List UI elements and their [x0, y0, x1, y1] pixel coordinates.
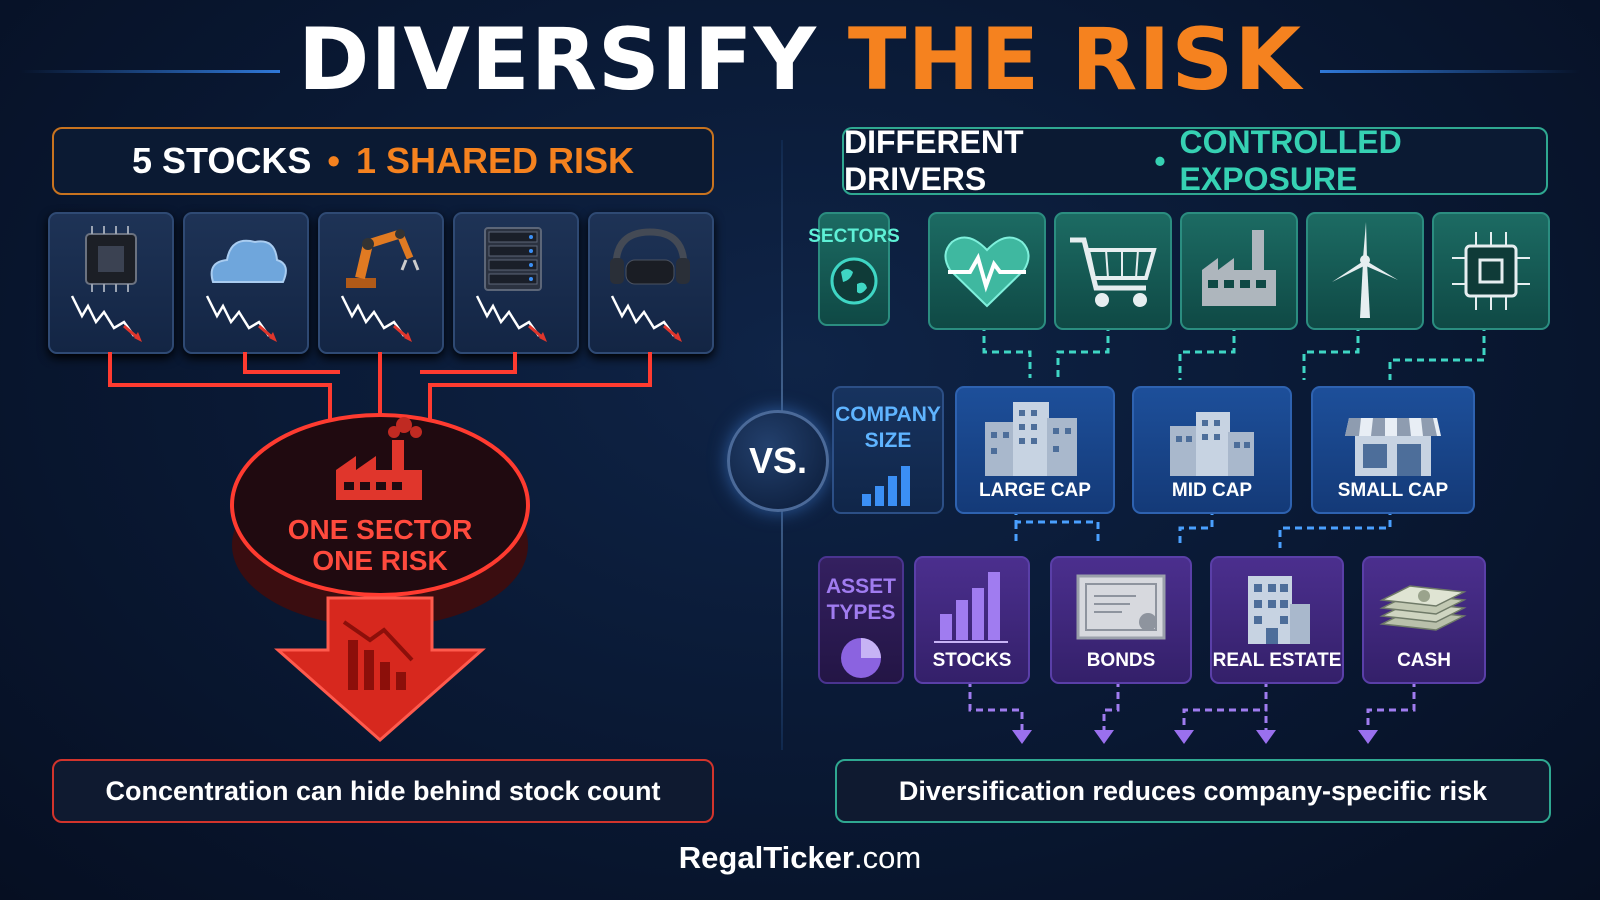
circuit-chip-icon: [1452, 232, 1530, 310]
title-part-2: THE RISK: [847, 10, 1302, 110]
heart-pulse-icon: [944, 236, 1030, 308]
large-buildings-icon: [985, 402, 1077, 476]
vs-text: VS.: [748, 440, 808, 481]
sector-card-3: [1180, 212, 1298, 330]
shopping-cart-icon: [1070, 237, 1157, 307]
right-footer: Diversification reduces company-specific…: [835, 759, 1551, 823]
sector-card-2: [1054, 212, 1172, 330]
company-size-label-line-1: COMPANY: [835, 403, 941, 426]
bar-growth-icon: [862, 466, 910, 506]
brand-name: RegalTicker: [678, 840, 854, 875]
risk-convergence-graphic: [108, 352, 652, 743]
asset-card-1: STOCKS: [914, 556, 1030, 684]
mid-buildings-icon: [1170, 412, 1254, 476]
left-footer-text: Concentration can hide behind stock coun…: [105, 775, 661, 806]
vs-badge: VS.: [727, 410, 829, 512]
sectors-category-card: SECTORS: [808, 212, 900, 326]
company-size-card-1: LARGE CAP: [955, 386, 1115, 514]
asset-types-label-line-2: TYPES: [826, 601, 896, 624]
stock-card-1: [48, 212, 174, 354]
sector-card-4: [1306, 212, 1424, 330]
title-part-1: DIVERSIFY: [298, 10, 817, 110]
cash-label: CASH: [1397, 650, 1451, 671]
vr-headset-icon: [610, 228, 690, 342]
cloud-icon: [205, 239, 287, 342]
sectors-label: SECTORS: [808, 226, 900, 247]
stocks-label: STOCKS: [932, 650, 1012, 671]
risk-label: ONE SECTOR ONE RISK: [232, 514, 528, 576]
cash-stack-icon: [1379, 585, 1467, 631]
company-size-category-card: COMPANY SIZE: [832, 386, 944, 514]
right-header-part-1: DIFFERENT DRIVERS: [844, 124, 1024, 197]
blue-connector-lines: [1014, 508, 1392, 548]
right-header: DIFFERENT DRIVERS • CONTROLLED EXPOSURE: [842, 124, 1548, 197]
large-cap-label: LARGE CAP: [979, 480, 1091, 501]
left-header-part-1: 5 STOCKS: [131, 140, 312, 181]
sector-card-1: [928, 212, 1046, 330]
declining-bars-icon: [342, 620, 414, 690]
title-right-line: [1320, 70, 1580, 73]
storefront-icon: [1345, 418, 1441, 476]
page-title: DIVERSIFY THE RISK: [0, 10, 1600, 110]
stock-card-3: [318, 212, 444, 354]
robot-arm-icon: [340, 229, 420, 342]
pie-chart-icon: [841, 638, 881, 678]
asset-types-label-line-1: ASSET: [825, 575, 896, 598]
stocks-bars-icon: [934, 572, 1008, 643]
teal-connector-lines: [982, 324, 1486, 380]
asset-card-4: CASH: [1362, 556, 1486, 684]
wind-turbine-icon: [1332, 222, 1398, 318]
company-size-card-3: SMALL CAP: [1311, 386, 1475, 514]
risk-label-line-1: ONE SECTOR: [287, 514, 473, 545]
diversification-connectors: [968, 324, 1486, 744]
left-header-part-2: 1 SHARED RISK: [355, 140, 635, 181]
risk-label-line-2: ONE RISK: [312, 545, 448, 576]
server-icon: [475, 227, 547, 342]
company-size-card-2: MID CAP: [1132, 386, 1292, 514]
stock-card-4: [453, 212, 579, 354]
asset-types-category-card: ASSET TYPES: [818, 556, 904, 684]
microchip-icon: [70, 226, 142, 342]
right-header-part-2: CONTROLLED EXPOSURE: [1179, 124, 1402, 197]
purple-connector-lines: [968, 680, 1416, 730]
right-footer-text: Diversification reduces company-specific…: [898, 775, 1488, 806]
title-left-line: [20, 70, 280, 73]
stock-card-2: [183, 212, 309, 354]
asset-card-2: BONDS: [1050, 556, 1192, 684]
factory-icon: [1202, 230, 1276, 306]
right-header-separator: •: [1154, 142, 1166, 179]
mid-cap-label: MID CAP: [1171, 480, 1253, 501]
brand-footer: RegalTicker.com: [0, 840, 1600, 876]
asset-card-3: REAL ESTATE: [1210, 556, 1344, 684]
bonds-label: BONDS: [1086, 650, 1156, 671]
left-header-separator: •: [327, 140, 340, 181]
real-estate-building-icon: [1248, 576, 1310, 644]
purple-arrowheads: [1012, 730, 1378, 744]
sector-card-5: [1432, 212, 1550, 330]
factory-icon: [336, 417, 422, 500]
globe-icon: [830, 257, 878, 305]
brand-domain: .com: [854, 840, 922, 875]
left-footer: Concentration can hide behind stock coun…: [52, 759, 714, 823]
small-cap-label: SMALL CAP: [1337, 480, 1449, 501]
left-header: 5 STOCKS • 1 SHARED RISK: [52, 127, 714, 195]
red-connector-lines: [108, 352, 652, 420]
real-estate-label: REAL ESTATE: [1212, 650, 1342, 671]
company-size-label-line-2: SIZE: [864, 429, 912, 452]
bond-certificate-icon: [1076, 574, 1166, 640]
